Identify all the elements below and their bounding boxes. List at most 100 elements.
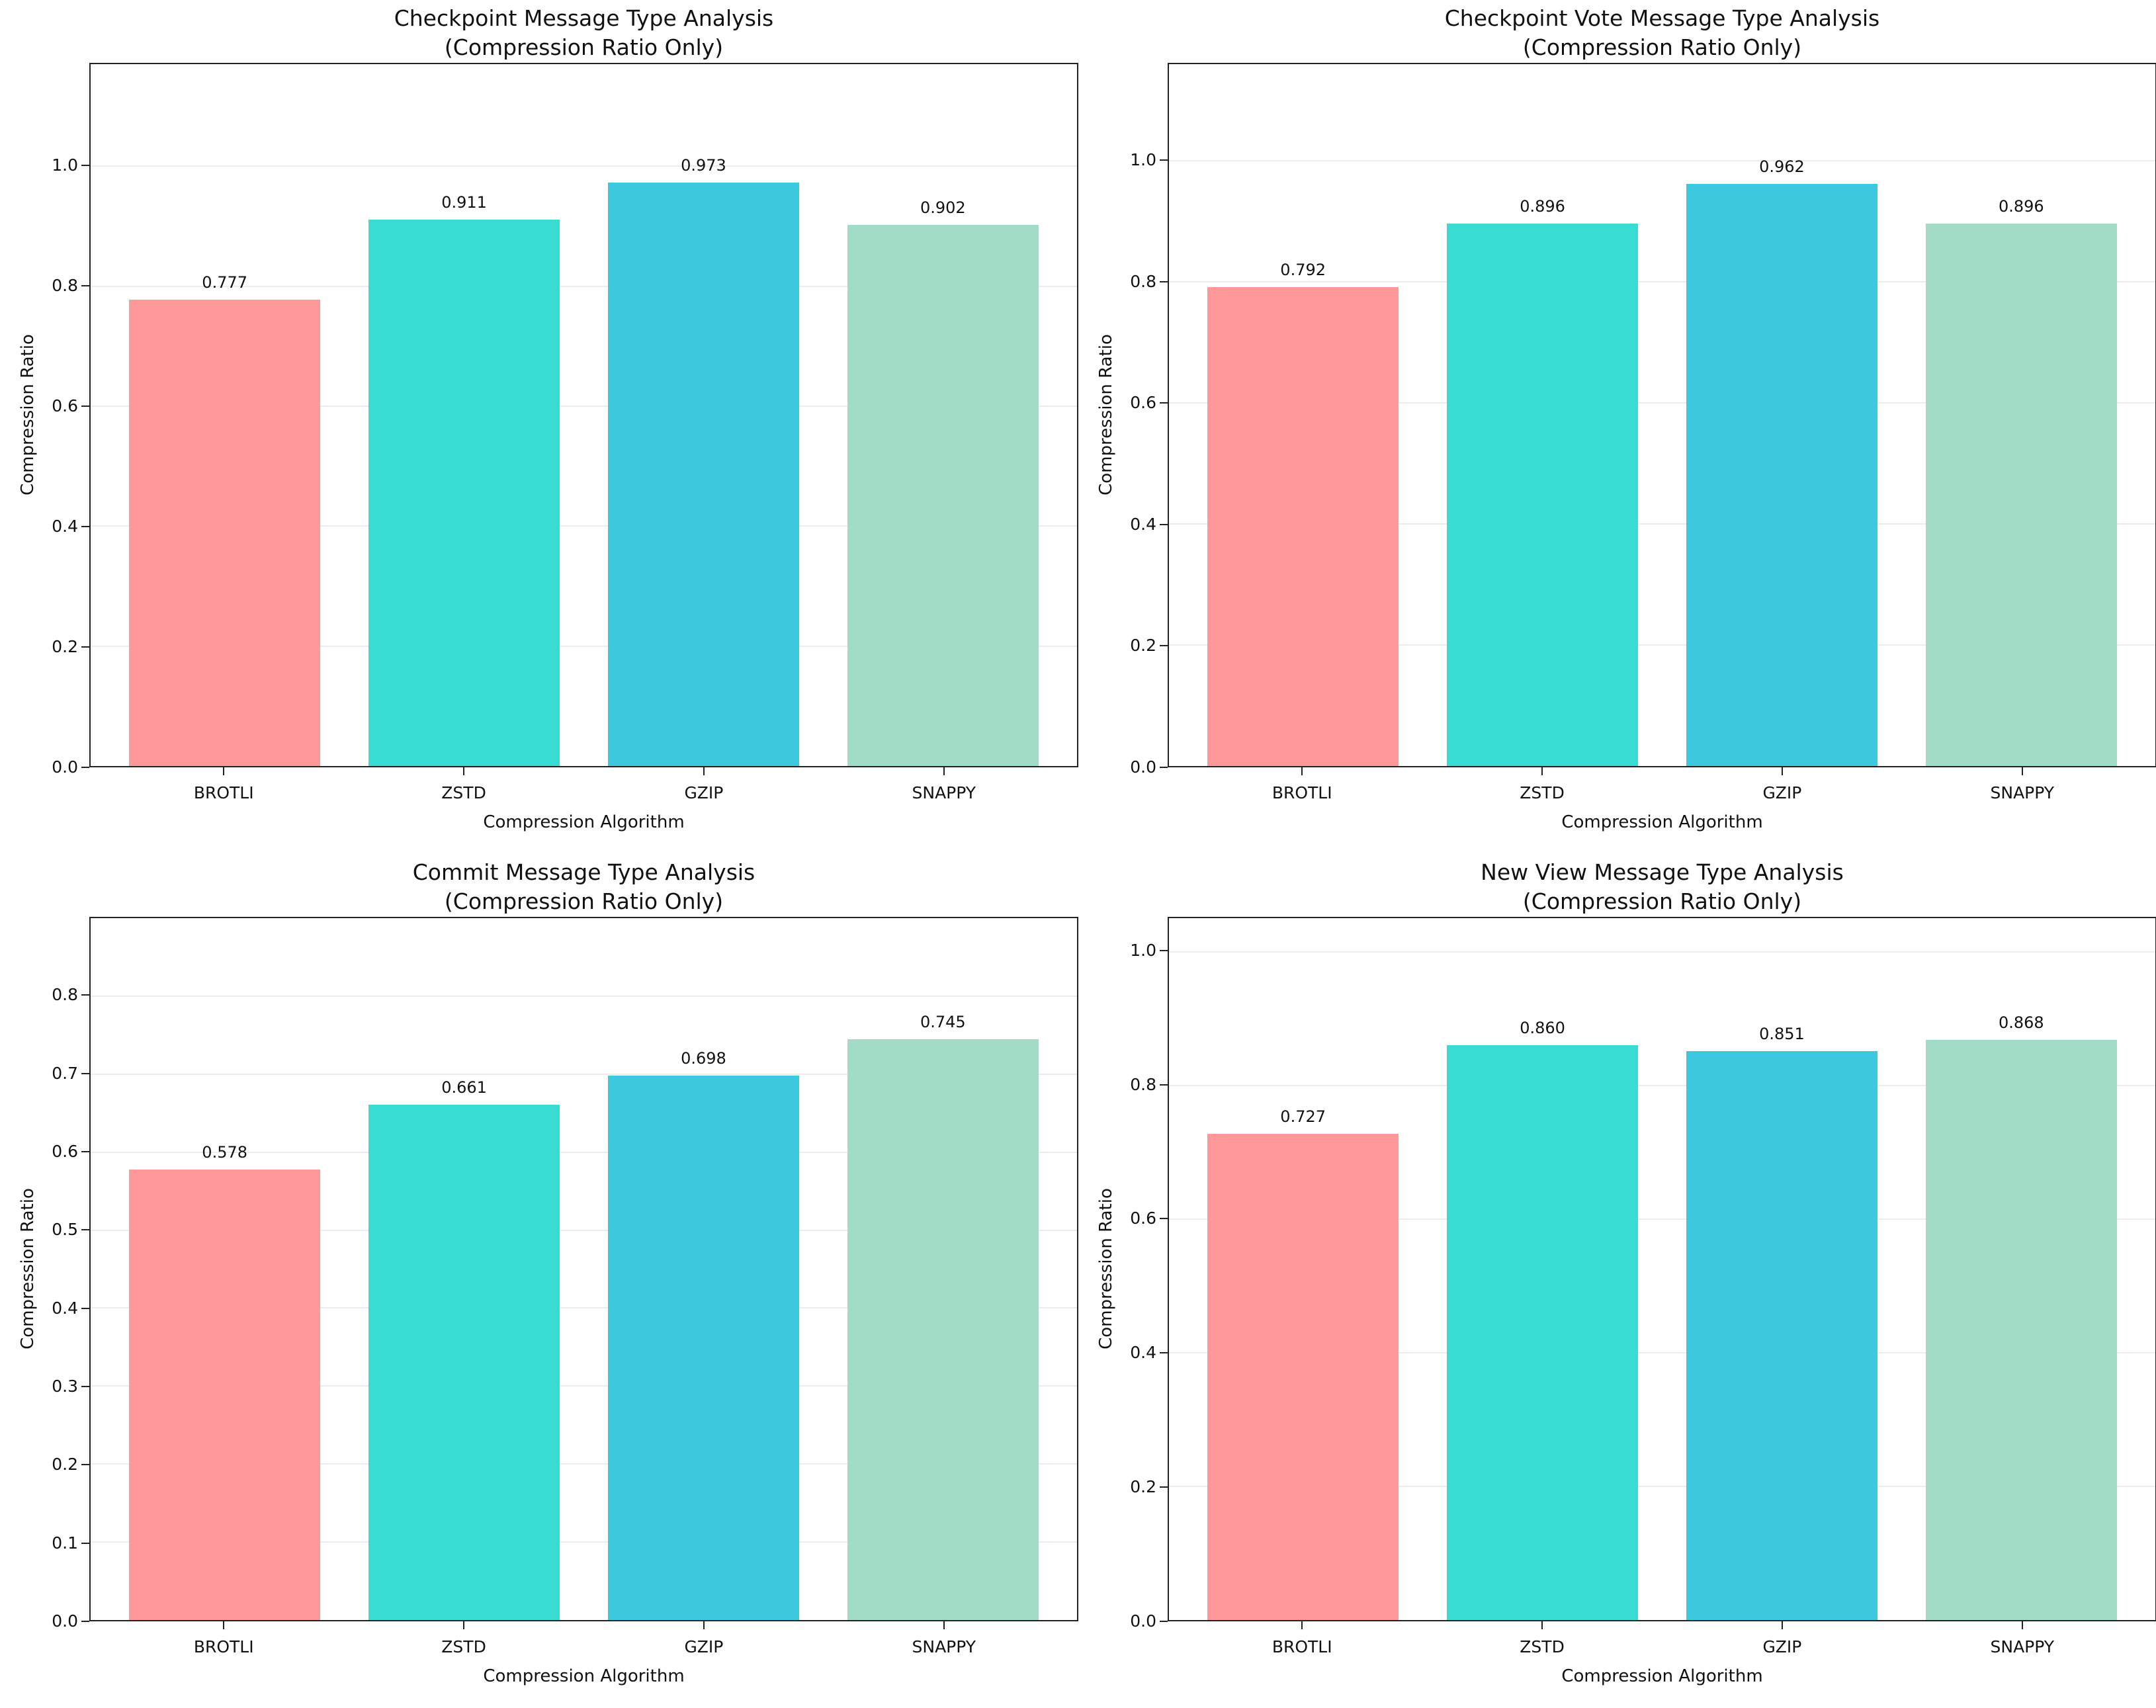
chart-title: Checkpoint Vote Message Type Analysis (1444, 5, 1880, 31)
bar-value-label: 0.896 (1998, 197, 2044, 216)
y-tick-mark (1160, 402, 1168, 404)
x-tick-label: SNAPPY (912, 1637, 976, 1656)
bar-gzip (1686, 184, 1878, 766)
x-axis-label: Compression Algorithm (483, 812, 685, 832)
y-tick-label: 0.1 (52, 1533, 78, 1553)
x-tick-label: GZIP (1762, 783, 1802, 802)
x-tick-mark (703, 767, 705, 775)
bar-gzip (1686, 1051, 1878, 1620)
bar-zstd (368, 1104, 560, 1620)
y-tick-mark (81, 1542, 89, 1544)
plot-area: 0.727 0.860 0.851 0.868 (1168, 917, 2156, 1621)
x-tick-mark (943, 767, 945, 775)
chart-panel: Checkpoint Message Type Analysis (Compre… (0, 0, 1078, 854)
y-tick-label: 0.6 (52, 1142, 78, 1161)
y-tick-mark (1160, 645, 1168, 647)
chart-subtitle: (Compression Ratio Only) (444, 888, 724, 914)
y-tick-label: 1.0 (1130, 940, 1156, 960)
gridline (91, 1151, 1077, 1153)
bar-brotli (1207, 286, 1399, 766)
x-tick-label: SNAPPY (1990, 1637, 2055, 1656)
bar-snappy (847, 225, 1039, 766)
gridline (91, 525, 1077, 527)
chart-panel: New View Message Type Analysis (Compress… (1078, 854, 2156, 1708)
bar-value-label: 0.902 (920, 198, 966, 218)
plot-area: 0.792 0.896 0.962 0.896 (1168, 63, 2156, 767)
y-tick-label: 0.2 (1130, 1477, 1156, 1497)
bar-value-label: 0.962 (1759, 157, 1805, 177)
x-tick-label: BROTLI (193, 783, 254, 802)
x-tick-mark (1781, 1621, 1783, 1629)
bar-value-label: 0.727 (1280, 1107, 1326, 1127)
y-tick-mark (1160, 1621, 1168, 1622)
y-tick-label: 0.0 (1130, 1611, 1156, 1631)
bar-brotli (128, 1169, 321, 1620)
y-tick-label: 0.0 (52, 1611, 78, 1631)
bar-value-label: 0.868 (1998, 1013, 2044, 1032)
bar-zstd (368, 219, 560, 766)
gridline (1169, 951, 2155, 953)
y-tick-mark (1160, 280, 1168, 282)
gridline (91, 995, 1077, 997)
x-tick-mark (1541, 767, 1543, 775)
y-axis-label: Compression Ratio (1096, 1188, 1116, 1349)
bar-brotli (128, 300, 321, 766)
y-tick-label: 0.7 (52, 1063, 78, 1083)
y-tick-label: 0.8 (52, 985, 78, 1005)
chart-subtitle: (Compression Ratio Only) (1522, 888, 1802, 914)
y-tick-mark (81, 1621, 89, 1622)
y-tick-mark (1160, 767, 1168, 768)
chart-title-block: Checkpoint Message Type Analysis (Compre… (89, 4, 1078, 62)
bar-snappy (1925, 224, 2118, 766)
gridline (91, 1229, 1077, 1231)
y-tick-label: 0.6 (52, 396, 78, 415)
x-tick-mark (1541, 1621, 1543, 1629)
bar-value-label: 0.896 (1520, 197, 1565, 216)
bar-gzip (607, 1076, 800, 1620)
y-tick-label: 0.2 (1130, 636, 1156, 656)
bar-value-label: 0.860 (1520, 1019, 1565, 1037)
y-tick-mark (81, 1151, 89, 1152)
y-tick-mark (81, 994, 89, 996)
gridline (1169, 523, 2155, 525)
y-tick-mark (1160, 159, 1168, 161)
y-tick-mark (81, 1229, 89, 1231)
chart-title-block: Checkpoint Vote Message Type Analysis (C… (1168, 4, 2156, 62)
x-tick-mark (463, 767, 465, 775)
bar-value-label: 0.661 (441, 1078, 487, 1097)
y-tick-mark (1160, 1218, 1168, 1220)
y-tick-label: 0.6 (1130, 393, 1156, 413)
y-tick-label: 0.5 (52, 1220, 78, 1240)
x-tick-mark (1301, 767, 1303, 775)
chart-title: New View Message Type Analysis (1481, 859, 1844, 885)
x-tick-label: GZIP (684, 1637, 724, 1656)
y-tick-mark (81, 525, 89, 527)
x-tick-mark (2021, 767, 2023, 775)
x-axis-label: Compression Algorithm (483, 1666, 685, 1686)
y-tick-label: 0.6 (1130, 1209, 1156, 1228)
y-tick-mark (81, 1307, 89, 1309)
x-tick-label: BROTLI (193, 1637, 254, 1656)
y-tick-label: 1.0 (1130, 149, 1156, 169)
y-tick-label: 0.4 (52, 1298, 78, 1318)
gridline (91, 1307, 1077, 1309)
x-tick-mark (703, 1621, 705, 1629)
y-tick-mark (81, 405, 89, 407)
bar-value-label: 0.911 (441, 192, 487, 212)
bar-zstd (1446, 1045, 1639, 1620)
x-tick-mark (943, 1621, 945, 1629)
x-axis-label: Compression Algorithm (1561, 1666, 1763, 1686)
x-tick-label: ZSTD (441, 1637, 486, 1656)
plot-area: 0.578 0.661 0.698 0.745 (89, 917, 1078, 1621)
chart-title: Checkpoint Message Type Analysis (394, 5, 774, 31)
y-tick-label: 1.0 (52, 155, 78, 175)
y-tick-label: 0.2 (52, 1455, 78, 1474)
x-tick-mark (463, 1621, 465, 1629)
chart-subtitle: (Compression Ratio Only) (1522, 34, 1802, 60)
gridline (1169, 644, 2155, 646)
y-tick-mark (1160, 1352, 1168, 1354)
gridline (1169, 402, 2155, 404)
y-tick-label: 0.2 (52, 636, 78, 656)
bar-gzip (607, 182, 800, 766)
x-tick-mark (1781, 767, 1783, 775)
